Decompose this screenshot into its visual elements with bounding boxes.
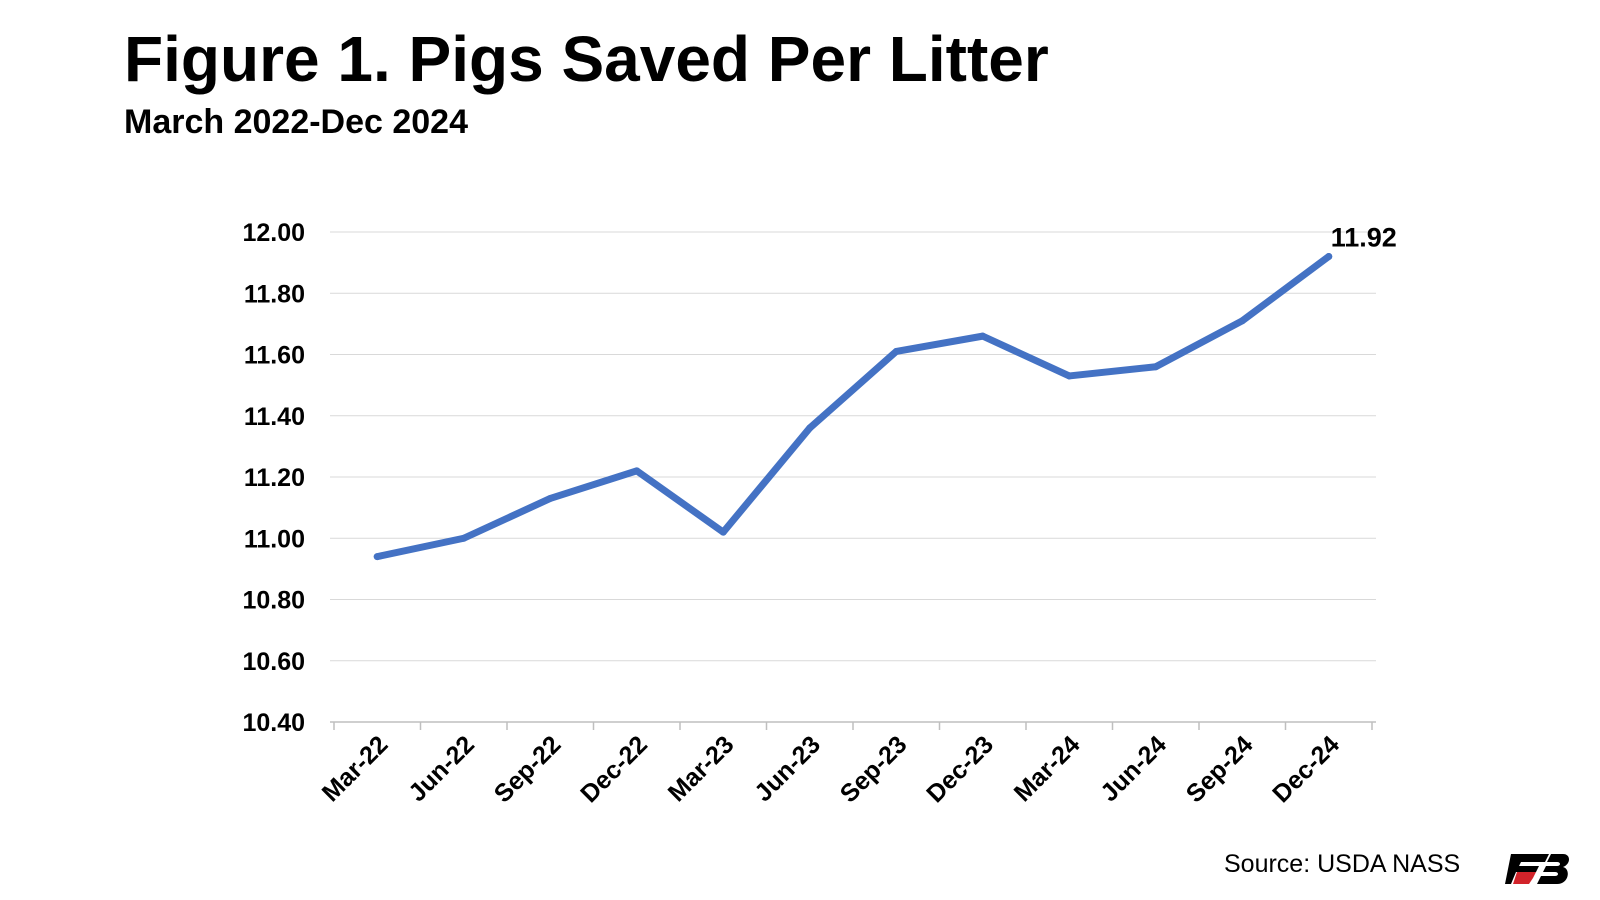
data-point xyxy=(1325,253,1333,260)
x-tick-label: Mar-22 xyxy=(317,730,394,807)
data-point xyxy=(979,332,987,340)
data-label: 11.92 xyxy=(1331,223,1397,253)
x-tick-label: Mar-23 xyxy=(663,730,740,807)
data-point xyxy=(806,424,814,432)
y-tick-label: 12.00 xyxy=(242,219,305,247)
series-line xyxy=(373,253,1333,561)
farm-bureau-logo xyxy=(1505,854,1569,884)
x-tick-label: Sep-22 xyxy=(489,730,567,808)
source-note: Source: USDA NASS xyxy=(1224,850,1461,878)
x-tick-label: Mar-24 xyxy=(1009,730,1086,807)
y-tick-label: 11.00 xyxy=(244,525,305,553)
data-point xyxy=(892,347,900,355)
y-tick-label: 11.60 xyxy=(244,342,305,370)
data-point xyxy=(1152,363,1160,371)
y-tick-label: 10.80 xyxy=(242,587,305,615)
x-tick-label: Jun-22 xyxy=(403,730,480,807)
y-tick-label: 10.60 xyxy=(242,648,305,676)
data-point xyxy=(546,494,554,502)
data-point xyxy=(1065,372,1073,380)
y-tick-label: 11.40 xyxy=(244,403,305,431)
data-point xyxy=(460,534,468,542)
y-tick-label: 10.40 xyxy=(242,709,305,737)
x-tick-label: Dec-24 xyxy=(1267,730,1345,808)
y-tick-label: 11.80 xyxy=(244,280,305,308)
data-point xyxy=(633,467,641,475)
data-point xyxy=(373,553,381,561)
x-tick-label: Sep-23 xyxy=(835,730,913,808)
x-tick-label: Jun-23 xyxy=(749,730,826,807)
chart-subtitle: March 2022-Dec 2024 xyxy=(124,103,469,141)
x-tick-label: Jun-24 xyxy=(1095,730,1172,807)
y-tick-label: 11.20 xyxy=(244,464,305,492)
data-point xyxy=(1238,317,1246,325)
x-tick-label: Dec-23 xyxy=(921,730,999,808)
x-tick-label: Sep-24 xyxy=(1181,730,1259,808)
x-tick-label: Dec-22 xyxy=(575,730,653,808)
chart-title: Figure 1. Pigs Saved Per Litter xyxy=(124,23,1049,95)
data-point xyxy=(719,528,727,536)
